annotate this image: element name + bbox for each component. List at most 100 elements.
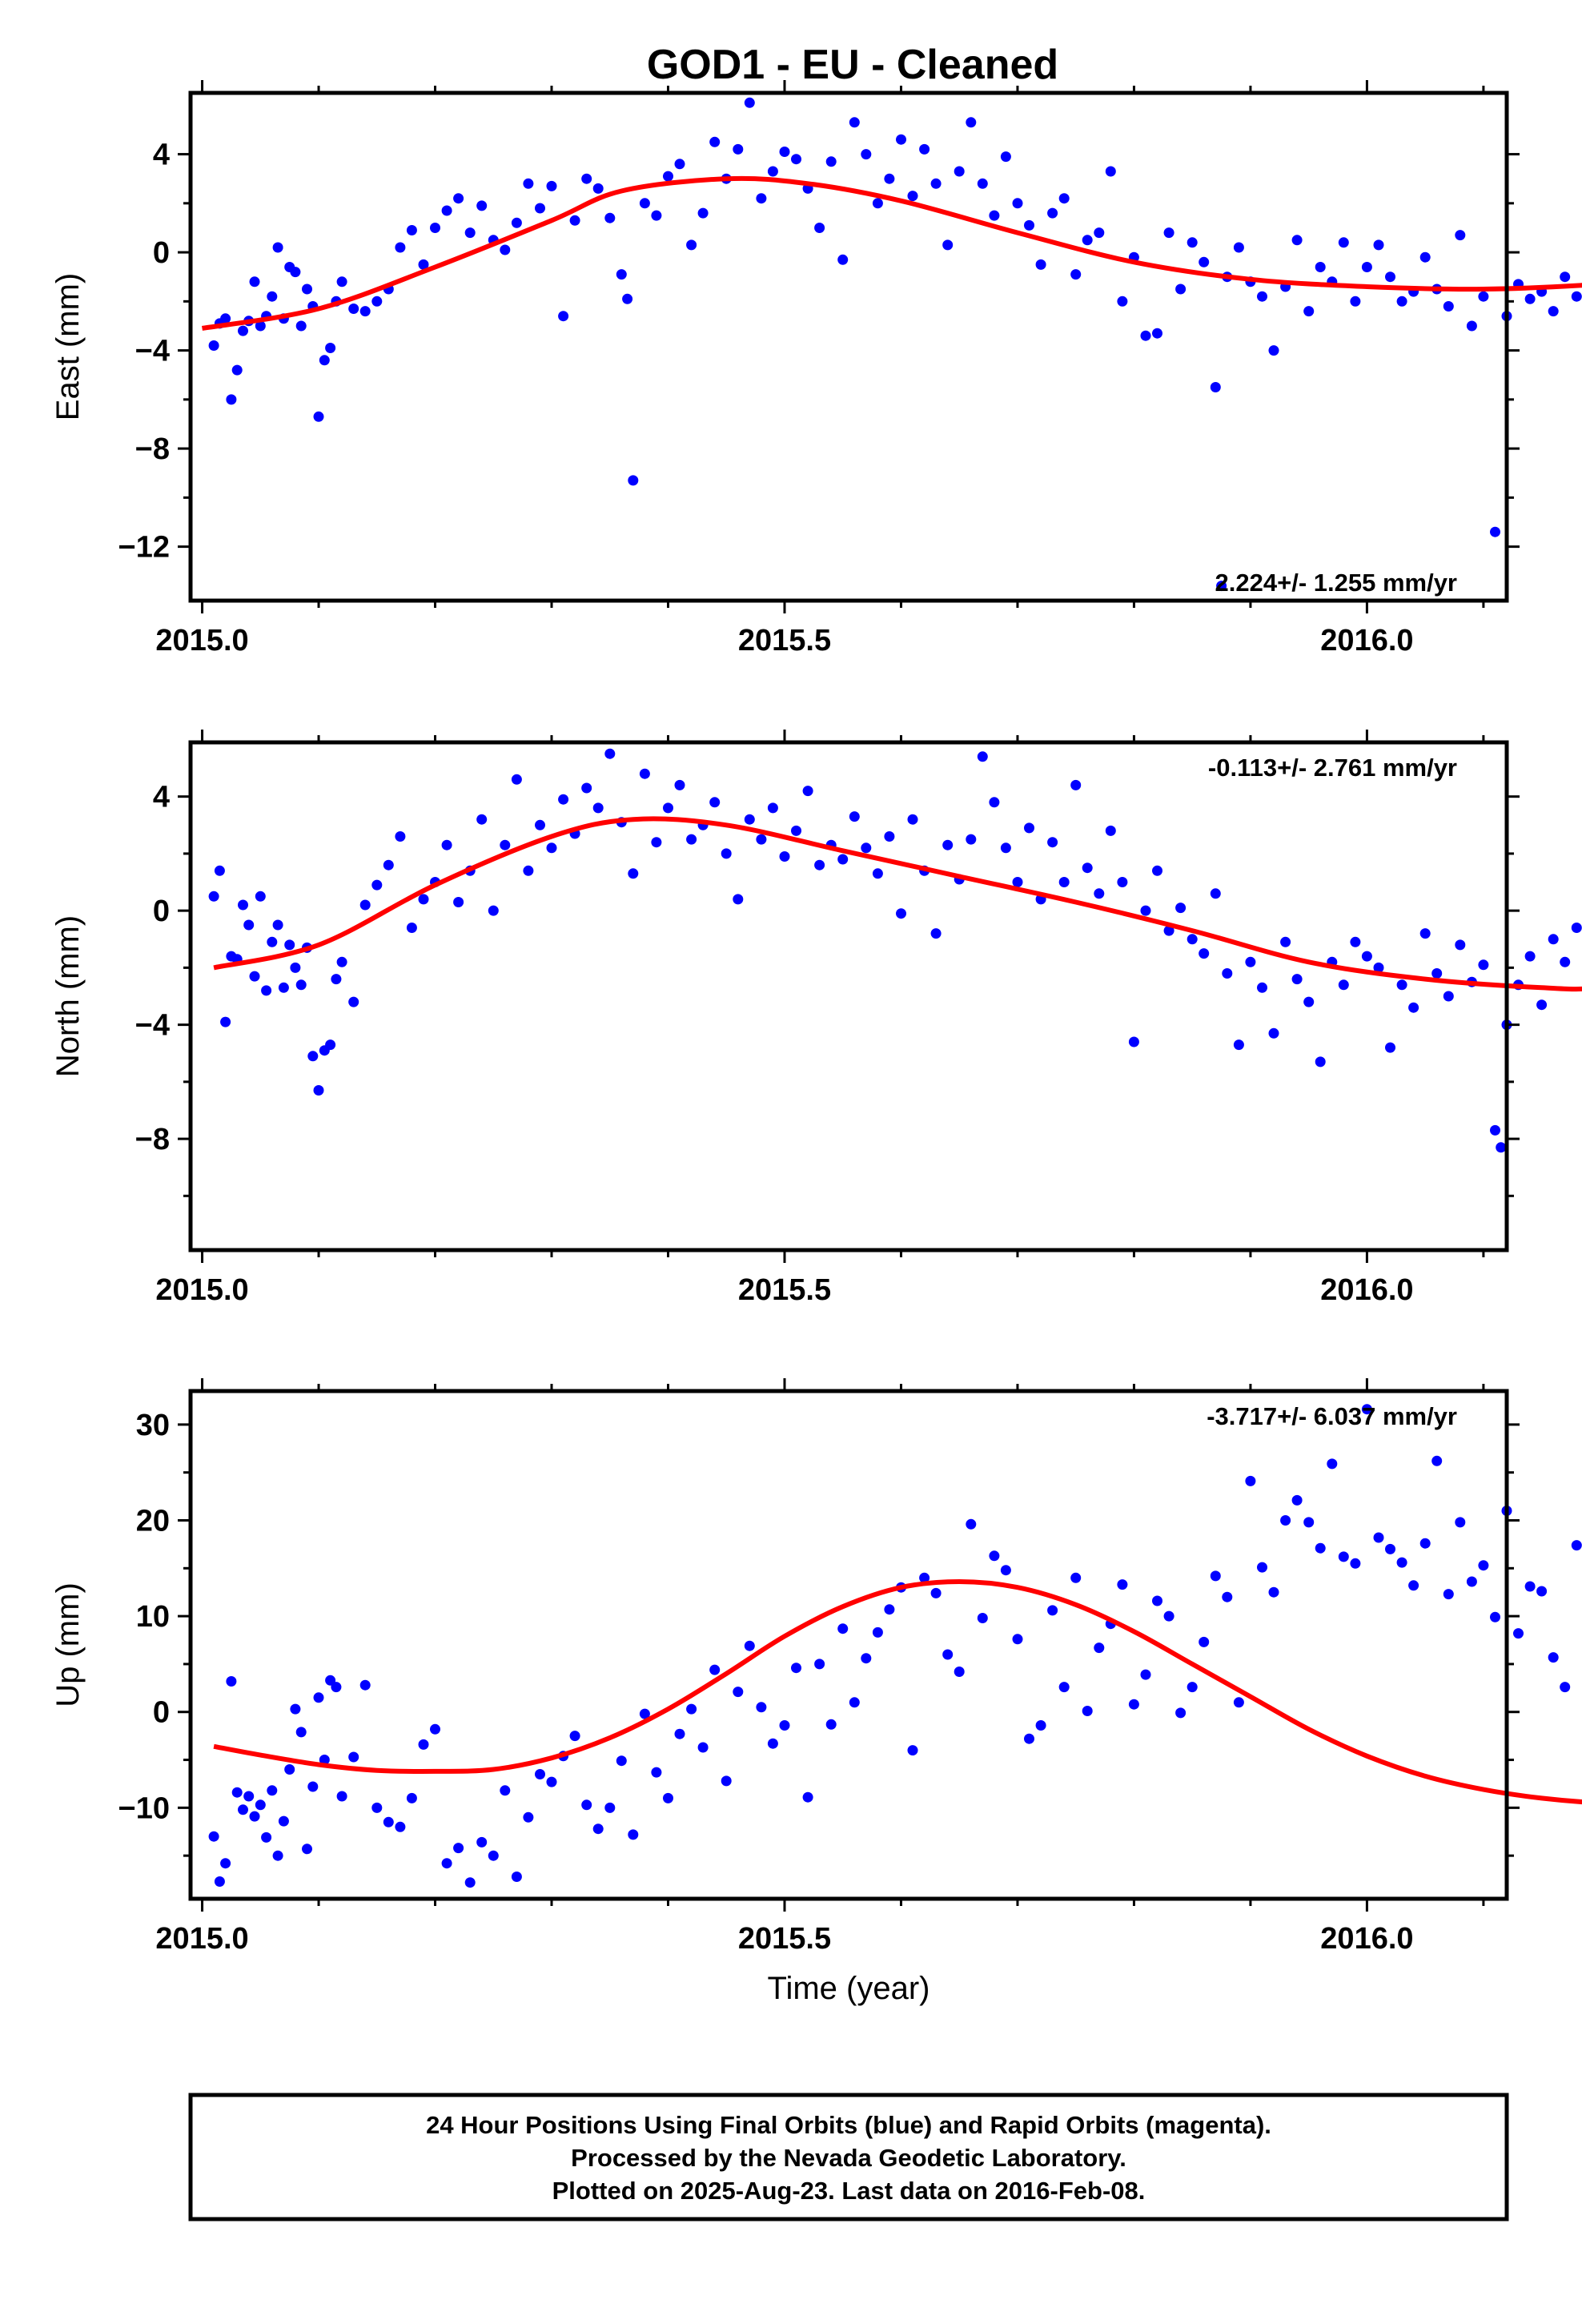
north-data-point xyxy=(261,985,272,996)
north-data-point xyxy=(1199,948,1210,959)
north-data-point xyxy=(1373,962,1384,973)
north-data-point xyxy=(1105,825,1116,836)
north-data-point xyxy=(488,905,499,916)
east-data-point xyxy=(744,97,755,108)
up-data-point xyxy=(220,1858,231,1869)
east-data-point xyxy=(523,178,534,189)
north-data-point xyxy=(930,928,942,939)
up-data-point xyxy=(1257,1562,1267,1573)
north-data-point xyxy=(779,851,790,862)
east-data-point xyxy=(1373,239,1384,251)
up-data-point xyxy=(313,1692,324,1703)
east-data-point xyxy=(1443,301,1454,312)
east-data-point xyxy=(1571,291,1582,302)
north-plot-frame xyxy=(188,740,1509,1252)
up-data-point xyxy=(1373,1532,1384,1543)
up-data-point xyxy=(1385,1543,1395,1554)
up-data-point xyxy=(1268,1586,1279,1598)
east-data-point xyxy=(430,223,440,233)
east-data-point xyxy=(930,178,942,189)
north-data-point xyxy=(756,834,767,845)
east-data-point xyxy=(1082,235,1093,246)
east-data-point xyxy=(1524,293,1536,304)
up-plot-frame xyxy=(188,1389,1509,1901)
up-data-point xyxy=(535,1769,545,1779)
footer-frame xyxy=(188,2093,1509,2221)
east-data-point xyxy=(1466,320,1477,332)
east-data-point xyxy=(302,283,312,295)
up-data-point xyxy=(214,1876,225,1887)
east-data-point xyxy=(558,311,569,322)
up-data-point xyxy=(919,1572,930,1583)
north-data-point xyxy=(849,811,860,822)
east-data-point xyxy=(1117,296,1128,307)
east-data-point xyxy=(1268,345,1279,356)
up-data-point xyxy=(1047,1605,1058,1616)
up-data-point xyxy=(674,1728,685,1739)
east-data-point xyxy=(1012,198,1023,209)
up-data-point xyxy=(1117,1579,1128,1590)
up-data-point xyxy=(383,1816,394,1827)
up-data-point xyxy=(1396,1557,1407,1568)
up-data-point xyxy=(907,1745,918,1756)
east-data-points xyxy=(208,97,1582,592)
north-data-point xyxy=(884,831,895,842)
north-data-point xyxy=(1431,968,1443,979)
up-data-point xyxy=(500,1785,511,1796)
north-data-point xyxy=(1291,974,1303,985)
north-data-point xyxy=(558,794,569,805)
up-data-point xyxy=(639,1708,650,1719)
north-data-point xyxy=(295,979,307,991)
up-data-point xyxy=(278,1815,289,1827)
up-data-point xyxy=(1419,1538,1431,1549)
north-data-point xyxy=(511,774,522,785)
north-y-tick-label: −4 xyxy=(135,1009,170,1043)
north-x-tick-label: 2015.0 xyxy=(155,1273,248,1307)
east-data-point xyxy=(1047,207,1058,219)
north-data-point xyxy=(1210,888,1221,899)
east-rate-annotation: 2.224+/- 1.255 mm/yr xyxy=(1215,569,1457,597)
east-data-point xyxy=(651,210,662,221)
east-panel: 2015.0 2015.5 2016.0 4 0 −4 −8 −12 East (mm) 2.… xyxy=(50,80,1582,657)
east-fit-curve xyxy=(202,175,1582,331)
north-data-point xyxy=(1560,956,1571,967)
up-data-point xyxy=(686,1703,697,1715)
north-data-point xyxy=(814,859,825,870)
east-data-point xyxy=(756,193,767,204)
up-data-point xyxy=(1094,1642,1105,1654)
up-y-tick-label: −10 xyxy=(118,1791,170,1825)
north-data-point xyxy=(802,786,813,797)
north-data-point xyxy=(1338,979,1349,991)
east-data-point xyxy=(686,239,697,251)
east-data-point xyxy=(255,320,266,332)
up-fit-curve xyxy=(213,1578,1582,1805)
north-x-tick-label: 2016.0 xyxy=(1320,1273,1413,1307)
up-data-point xyxy=(290,1703,301,1715)
east-data-point xyxy=(1000,151,1011,163)
up-data-point xyxy=(261,1831,272,1843)
up-data-point xyxy=(628,1829,639,1840)
east-data-point xyxy=(500,244,511,255)
up-data-point xyxy=(1186,1682,1198,1693)
east-data-point xyxy=(884,173,895,184)
east-data-point xyxy=(441,205,452,216)
east-data-point xyxy=(1490,526,1500,537)
north-data-point xyxy=(663,802,673,814)
up-data-point xyxy=(825,1719,837,1730)
figure-title: GOD1 - EU - Cleaned xyxy=(647,42,1058,88)
up-data-point xyxy=(802,1791,813,1803)
north-data-point xyxy=(1257,982,1267,993)
up-data-point xyxy=(488,1850,499,1861)
up-y-tick-label: 30 xyxy=(136,1409,170,1442)
north-data-point xyxy=(989,797,1000,808)
east-data-point xyxy=(1024,219,1034,231)
north-data-point xyxy=(1419,928,1431,939)
east-data-point xyxy=(1216,581,1227,592)
up-data-point xyxy=(954,1667,965,1677)
north-data-point xyxy=(336,956,347,967)
up-data-point xyxy=(1536,1586,1548,1597)
north-data-point xyxy=(500,839,511,850)
north-panel: 2015.0 2015.5 2016.0 4 0 −4 −8 North (mm) -0.1… xyxy=(50,730,1582,1307)
up-x-tick-label: 2016.0 xyxy=(1320,1922,1413,1956)
up-data-point xyxy=(1012,1634,1023,1645)
